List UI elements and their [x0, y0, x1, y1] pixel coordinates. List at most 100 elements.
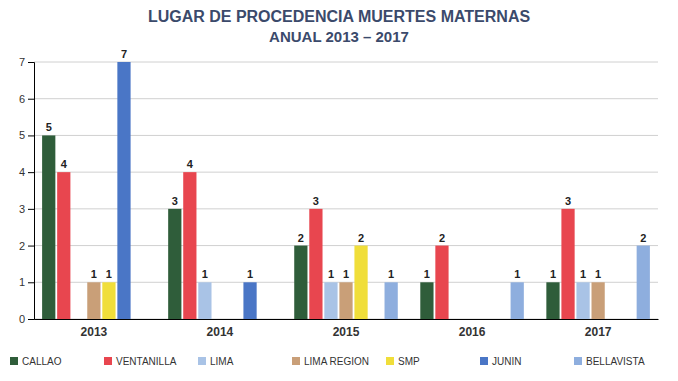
y-tick-label: 6: [19, 93, 25, 105]
data-label: 1: [514, 268, 520, 280]
bar: [576, 282, 589, 319]
y-tick-mark: [28, 209, 34, 210]
y-tick-mark: [28, 319, 34, 320]
y-tick-label: 4: [19, 166, 25, 178]
title: LUGAR DE PROCEDENCIA MUERTES MATERNAS: [148, 8, 531, 25]
bar: [339, 282, 352, 319]
bar: [420, 282, 433, 319]
bar: [309, 209, 322, 319]
x-tick: 2016: [459, 319, 486, 339]
y-axis-line: [28, 63, 35, 320]
bar: [243, 282, 256, 319]
y-tick-label: 7: [19, 56, 25, 68]
legend: CALLAO VENTANILLA LIMA LIMA REGION SMP JUNIN B…: [10, 356, 645, 367]
data-label: 4: [187, 158, 194, 170]
x-tick: 2013: [81, 319, 108, 339]
data-label: 1: [550, 268, 556, 280]
y-tick-label: 2: [19, 240, 25, 252]
data-label: 2: [439, 232, 445, 244]
x-tick: 2014: [207, 319, 234, 339]
y-tick-mark: [28, 135, 34, 136]
legend-item: LIMA REGION: [292, 356, 369, 367]
x-tick-label: 2015: [333, 325, 360, 339]
legend-label: BELLAVISTA: [586, 356, 645, 367]
legend-swatch: [292, 357, 300, 365]
legend-label: SMP: [398, 356, 420, 367]
data-label: 5: [46, 121, 52, 133]
legend-item: LIMA: [198, 356, 234, 367]
x-tick: 2015: [333, 319, 360, 339]
y-tick-mark: [28, 172, 34, 173]
legend-swatch: [574, 357, 582, 365]
data-label: 1: [595, 268, 601, 280]
legend-label: VENTANILLA: [116, 356, 177, 367]
y-tick: 3: [19, 203, 34, 215]
data-label: 1: [343, 268, 349, 280]
y-tick-mark: [28, 246, 34, 247]
data-label: 1: [106, 268, 112, 280]
y-axis: 0 1 2 3 4 5 6 7: [19, 56, 35, 325]
x-tick-label: 2017: [585, 325, 612, 339]
data-label: 1: [328, 268, 334, 280]
data-label: 2: [640, 232, 646, 244]
data-label: 2: [358, 232, 364, 244]
bar: [435, 246, 448, 319]
legend-item: BELLAVISTA: [574, 356, 645, 367]
legend-swatch: [480, 357, 488, 365]
x-tick: 2017: [585, 319, 612, 339]
y-tick: 0: [19, 313, 34, 325]
subtitle: ANUAL 2013 – 2017: [269, 28, 409, 45]
y-tick: 5: [19, 129, 34, 141]
legend-label: CALLAO: [22, 356, 62, 367]
x-axis-line: [35, 319, 659, 320]
legend-swatch: [104, 357, 112, 365]
legend-swatch: [198, 357, 206, 365]
bar: [198, 282, 211, 319]
plot: 0123456720132014201520162017532114432311…: [19, 48, 659, 339]
bar: [591, 282, 604, 319]
data-label: 1: [91, 268, 97, 280]
data-label: 3: [172, 195, 178, 207]
y-tick: 1: [19, 276, 34, 288]
bars: [42, 62, 650, 319]
legend-item: CALLAO: [10, 356, 62, 367]
bar: [385, 282, 398, 319]
data-labels: 53211443231111111271112: [46, 48, 647, 280]
x-tick-label: 2016: [459, 325, 486, 339]
y-tick-mark: [28, 99, 34, 100]
legend-label: LIMA REGION: [304, 356, 369, 367]
legend-item: SMP: [386, 356, 420, 367]
data-label: 1: [424, 268, 430, 280]
bar: [87, 282, 100, 319]
bar: [102, 282, 115, 319]
bar: [637, 246, 650, 319]
data-label: 7: [121, 48, 127, 60]
y-tick-label: 0: [19, 313, 25, 325]
bar: [324, 282, 337, 319]
bar: [561, 209, 574, 319]
data-label: 4: [61, 158, 68, 170]
y-tick-label: 5: [19, 129, 25, 141]
legend-label: LIMA: [210, 356, 234, 367]
legend-item: JUNIN: [480, 356, 521, 367]
grid: [34, 62, 658, 319]
bar: [168, 209, 181, 319]
bar: [117, 62, 130, 319]
y-tick: 4: [19, 166, 34, 178]
x-tick-label: 2013: [81, 325, 108, 339]
bar: [42, 135, 55, 319]
data-label: 2: [298, 232, 304, 244]
y-tick: 6: [19, 93, 34, 105]
y-tick-mark: [28, 282, 34, 283]
data-label: 1: [202, 268, 208, 280]
bar: [511, 282, 524, 319]
y-tick: 7: [19, 56, 34, 68]
bar: [546, 282, 559, 319]
chart-svg: LUGAR DE PROCEDENCIA MUERTES MATERNAS ANU…: [0, 0, 678, 381]
data-label: 1: [388, 268, 394, 280]
x-axis: 2013 2014 2015 2016 2017: [35, 319, 659, 339]
y-tick-label: 1: [19, 276, 25, 288]
data-label: 3: [565, 195, 571, 207]
bar: [183, 172, 196, 319]
data-label: 1: [247, 268, 253, 280]
